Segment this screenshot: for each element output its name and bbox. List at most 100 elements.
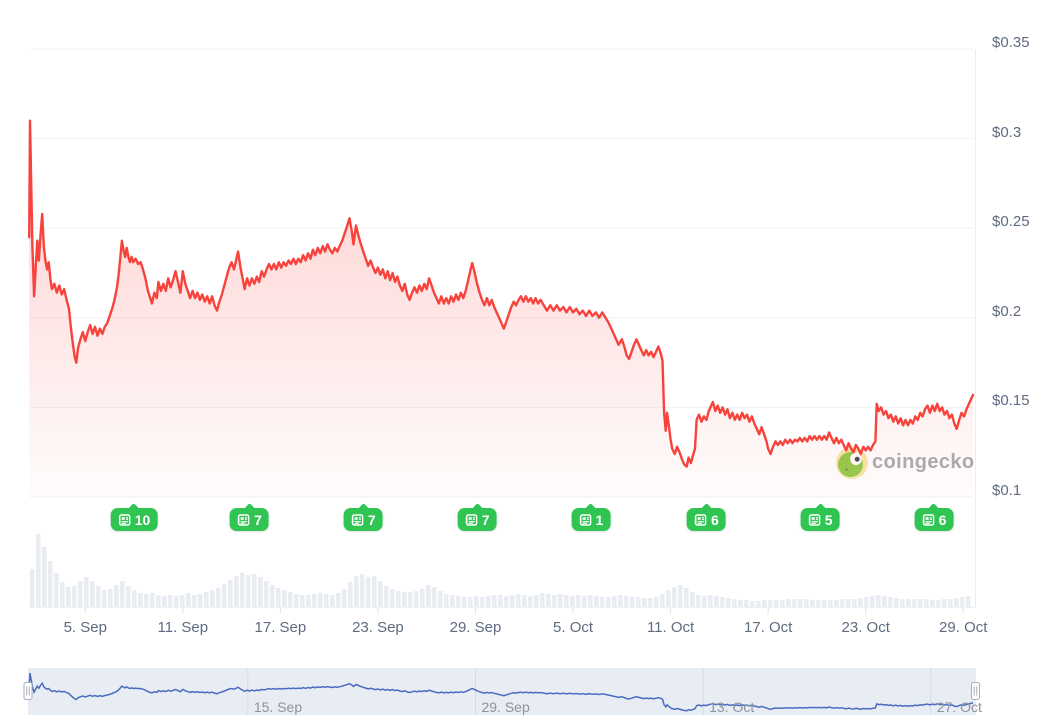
volume-bar <box>720 597 725 607</box>
news-marker-badge[interactable]: 7 <box>343 503 383 531</box>
volume-bar <box>30 569 35 607</box>
volume-bar <box>534 595 539 607</box>
news-count: 6 <box>938 511 947 528</box>
volume-bar <box>276 588 281 607</box>
x-axis-label: 23. Oct <box>841 619 890 636</box>
volume-bar <box>324 594 329 607</box>
volume-bar <box>336 593 341 607</box>
news-count: 7 <box>254 511 262 528</box>
navigator-line <box>28 672 974 712</box>
volume-bar <box>108 589 113 607</box>
volume-bar <box>174 596 179 607</box>
volume-bar <box>180 595 185 607</box>
news-count: 7 <box>367 511 376 528</box>
volume-bar <box>822 600 827 607</box>
news-marker-badge[interactable]: 5 <box>800 503 840 531</box>
price-series <box>28 119 975 497</box>
volume-bar <box>234 576 239 607</box>
volume-bar <box>66 587 71 607</box>
news-count: 10 <box>134 511 151 528</box>
x-axis-label: 5. Oct <box>553 619 594 636</box>
volume-bar <box>840 599 845 607</box>
volume-bar <box>60 582 65 607</box>
volume-bar <box>192 595 197 607</box>
volume-bar <box>102 590 107 607</box>
news-icon <box>695 513 707 526</box>
volume-bar <box>906 599 911 607</box>
volume-bar <box>462 597 467 607</box>
navigator-handle-right[interactable] <box>971 682 980 700</box>
volume-bar <box>666 590 671 607</box>
news-icon <box>352 513 364 526</box>
news-marker-badge[interactable]: 7 <box>230 503 269 531</box>
volume-bar <box>510 595 515 607</box>
volume-bar <box>816 600 821 607</box>
volume-bar <box>210 590 215 607</box>
volume-bar <box>528 596 533 607</box>
volume-bar <box>900 599 905 607</box>
volume-bar <box>126 586 131 607</box>
news-icon <box>118 513 131 526</box>
volume-bar <box>924 599 929 607</box>
volume-bar <box>726 598 731 607</box>
volume-bar <box>942 599 947 607</box>
y-axis-label: $0.35 <box>992 34 1030 51</box>
volume-bar <box>216 588 221 607</box>
volume-bar <box>576 595 581 607</box>
volume-bar <box>84 577 89 607</box>
volume-bar <box>600 597 605 607</box>
volume-bar <box>828 600 833 607</box>
volume-bar <box>54 573 59 607</box>
news-marker-badge[interactable]: 7 <box>457 503 497 531</box>
volume-bar <box>852 599 857 607</box>
volume-bar <box>642 598 647 607</box>
volume-bar <box>90 581 95 607</box>
volume-bar <box>198 594 203 607</box>
x-axis-label: 23. Sep <box>352 619 404 636</box>
volume-bar <box>294 594 299 607</box>
news-marker-badge[interactable]: 6 <box>914 503 954 531</box>
news-marker-badge[interactable]: 1 <box>571 503 611 531</box>
volume-bar <box>264 581 269 607</box>
volume-bar <box>660 594 665 607</box>
volume-bar <box>342 589 347 607</box>
volume-bar <box>450 595 455 607</box>
volume-bar <box>288 592 293 607</box>
volume-bar <box>48 561 53 607</box>
volume-bar <box>648 598 653 607</box>
volume-bar <box>594 596 599 607</box>
navigator-axis-label: 13. Oct <box>709 699 755 715</box>
navigator-handle-left[interactable] <box>23 682 33 700</box>
volume-bar <box>156 595 161 607</box>
news-marker-badge[interactable]: 6 <box>686 503 726 531</box>
volume-bar <box>444 594 449 607</box>
news-count: 5 <box>824 511 833 528</box>
volume-bar <box>162 596 167 607</box>
volume-bar <box>756 601 761 607</box>
volume-bar <box>360 574 365 607</box>
volume-bar <box>882 596 887 607</box>
volume-bar <box>870 596 875 607</box>
news-icon <box>579 513 592 526</box>
volume-bar <box>204 592 209 607</box>
volume-bar <box>678 585 683 607</box>
volume-bar <box>384 586 389 607</box>
price-line <box>28 119 975 468</box>
volume-bar <box>144 594 149 607</box>
volume-bar <box>486 596 491 607</box>
volume-bar <box>438 591 443 607</box>
news-marker-badge[interactable]: 10 <box>110 503 158 531</box>
volume-bar <box>300 595 305 607</box>
y-axis-label: $0.3 <box>992 123 1022 141</box>
navigator[interactable] <box>23 668 980 715</box>
volume-bar <box>402 592 407 607</box>
axis-lines <box>28 607 976 614</box>
volume-bar <box>72 586 77 607</box>
volume-bar <box>708 595 713 607</box>
volume-bar <box>138 593 143 607</box>
volume-bar <box>372 576 377 607</box>
volume-bar <box>798 599 803 607</box>
volume-bar <box>918 599 923 607</box>
